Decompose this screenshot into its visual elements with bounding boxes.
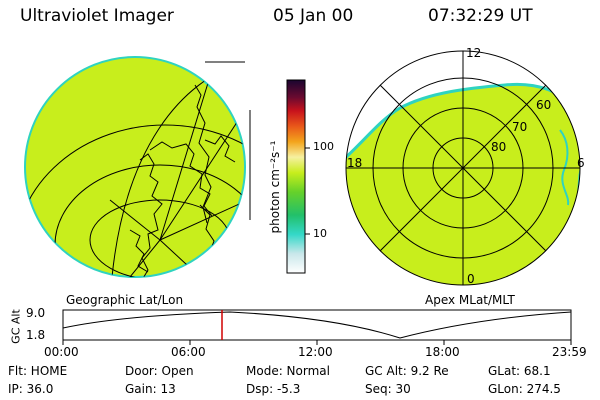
- meridian-line: [159, 199, 245, 241]
- meridian-line: [129, 239, 161, 277]
- status-glon: GLon: 274.5: [488, 382, 561, 396]
- colorbar-tick-label: 10: [313, 227, 327, 240]
- mlat-label-80: 80: [491, 140, 507, 154]
- coastline: [194, 84, 212, 224]
- altitude-plot: [62, 309, 572, 345]
- polar-caption: Apex MLat/MLT: [425, 293, 515, 307]
- altitude-xtick: 06:00: [171, 345, 206, 359]
- color-scale: [286, 79, 310, 274]
- coastline: [204, 135, 236, 163]
- altitude-ytick: 1.8: [26, 328, 46, 342]
- instrument-title: Ultraviolet Imager: [20, 6, 174, 26]
- status-dsp: Dsp: -5.3: [246, 382, 301, 396]
- mlt-label-dusk: 18: [347, 156, 363, 170]
- coastline: [149, 141, 213, 217]
- mlt-label-noon: 12: [466, 46, 482, 60]
- color-bar: [286, 79, 306, 274]
- colorbar-unit-label: photon cm⁻²s⁻¹: [268, 140, 282, 234]
- colorbar-tick-label: 100: [313, 140, 334, 153]
- status-gc-alt: GC Alt: 9.2 Re: [365, 364, 449, 378]
- coastline: [204, 64, 212, 76]
- meridian-line: [109, 199, 161, 241]
- geographic-map: [24, 56, 251, 278]
- status-gain: Gain: 13: [125, 382, 176, 396]
- date-label: 05 Jan 00: [273, 6, 354, 26]
- auroral-oval-edge: [559, 129, 570, 206]
- meridian-line: [159, 109, 245, 241]
- altitude-ytick: 9.0: [26, 306, 46, 320]
- altitude-curve: [62, 311, 572, 339]
- altitude-xtick: 18:00: [425, 345, 460, 359]
- mlat-label-70: 70: [512, 120, 528, 134]
- status-glat: GLat: 68.1: [488, 364, 551, 378]
- status-ip: IP: 36.0: [8, 382, 54, 396]
- meridian-line: [159, 59, 216, 241]
- geographic-caption: Geographic Lat/Lon: [66, 293, 184, 307]
- altitude-xtick: 23:59: [552, 345, 587, 359]
- time-label: 07:32:29 UT: [428, 6, 533, 26]
- altitude-ylabel: GC Alt: [9, 309, 23, 344]
- altitude-xtick: 12:00: [298, 345, 333, 359]
- mlt-label-midnight: 0: [467, 272, 475, 286]
- status-mode: Mode: Normal: [246, 364, 330, 378]
- coastline: [129, 229, 149, 273]
- polar-plot: [345, 50, 581, 286]
- mlat-label-60: 60: [536, 98, 552, 112]
- mlt-label-dawn: 6: [577, 156, 585, 170]
- status-seq: Seq: 30: [365, 382, 411, 396]
- status-flight: Flt: HOME: [8, 364, 68, 378]
- status-door: Door: Open: [125, 364, 194, 378]
- lat-circle: [25, 124, 245, 277]
- altitude-xtick: 00:00: [44, 345, 79, 359]
